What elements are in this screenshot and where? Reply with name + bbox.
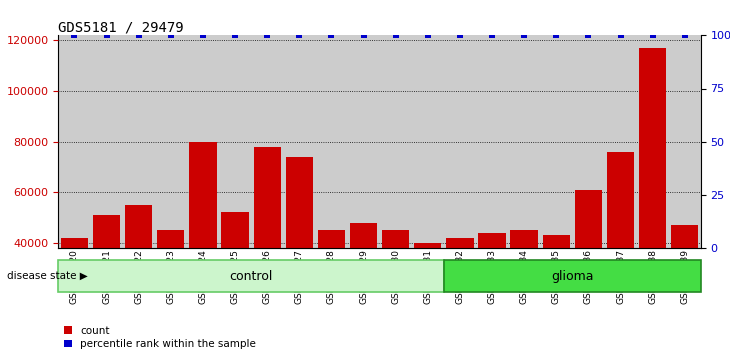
Bar <box>155 35 187 248</box>
Bar <box>283 35 315 248</box>
Point <box>615 33 626 38</box>
Point <box>486 33 498 38</box>
Bar <box>187 35 219 248</box>
Bar <box>669 35 701 248</box>
Bar <box>125 205 153 344</box>
Bar <box>446 238 474 344</box>
Bar <box>607 152 634 344</box>
Bar <box>572 35 604 248</box>
Bar <box>476 35 508 248</box>
Point <box>326 33 337 38</box>
Legend: count, percentile rank within the sample: count, percentile rank within the sample <box>64 326 256 349</box>
Point <box>261 33 273 38</box>
Text: disease state ▶: disease state ▶ <box>7 271 88 281</box>
Point <box>647 33 658 38</box>
Bar <box>444 35 476 248</box>
Bar <box>414 243 442 344</box>
Point <box>197 33 209 38</box>
Point <box>229 33 241 38</box>
Bar <box>123 35 155 248</box>
Bar <box>221 212 249 344</box>
Point <box>293 33 305 38</box>
Bar <box>412 35 444 248</box>
Bar <box>671 225 699 344</box>
Bar <box>58 260 444 292</box>
Text: control: control <box>229 270 273 282</box>
Point <box>133 33 145 38</box>
Bar <box>189 142 217 344</box>
Bar <box>575 190 602 344</box>
Bar <box>604 35 637 248</box>
Bar <box>639 48 666 344</box>
Bar <box>478 233 506 344</box>
Point <box>679 33 691 38</box>
Bar <box>93 215 120 344</box>
Bar <box>91 35 123 248</box>
Bar <box>251 35 283 248</box>
Point <box>390 33 402 38</box>
Point <box>358 33 369 38</box>
Bar <box>253 147 281 344</box>
Bar <box>380 35 412 248</box>
Text: GDS5181 / 29479: GDS5181 / 29479 <box>58 20 184 34</box>
Point <box>101 33 112 38</box>
Bar <box>510 230 538 344</box>
Bar <box>61 238 88 344</box>
Bar <box>318 230 345 344</box>
Point <box>422 33 434 38</box>
Point <box>550 33 562 38</box>
Bar <box>285 157 313 344</box>
Point <box>69 33 80 38</box>
Bar <box>382 230 410 344</box>
Point <box>165 33 177 38</box>
Bar <box>508 35 540 248</box>
Bar <box>347 35 380 248</box>
Bar <box>58 35 91 248</box>
Bar <box>637 35 669 248</box>
Bar <box>540 35 572 248</box>
Text: glioma: glioma <box>551 270 593 282</box>
Bar <box>219 35 251 248</box>
Point <box>583 33 594 38</box>
Bar <box>350 223 377 344</box>
Point <box>518 33 530 38</box>
Bar <box>542 235 570 344</box>
Point <box>454 33 466 38</box>
Bar <box>444 260 701 292</box>
Bar <box>157 230 185 344</box>
Bar <box>315 35 347 248</box>
